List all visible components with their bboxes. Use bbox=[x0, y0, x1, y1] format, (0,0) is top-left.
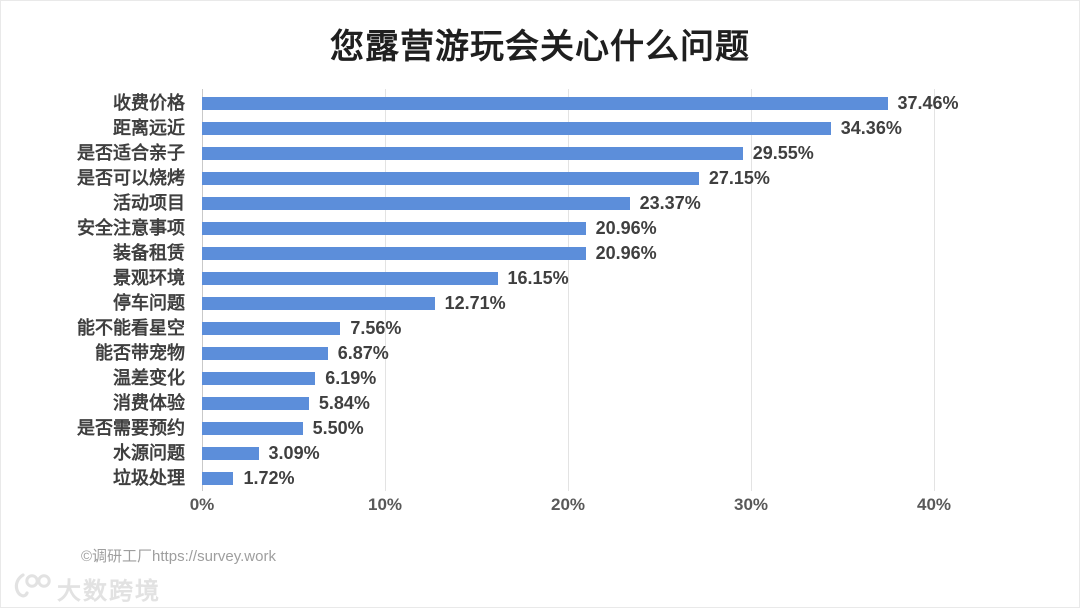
bar-row: 5.84% bbox=[202, 391, 934, 416]
bar-row: 16.15% bbox=[202, 266, 934, 291]
x-axis: 0% 10% 20% 30% 40% bbox=[190, 495, 951, 517]
x-tick-label: 0% bbox=[189, 495, 215, 514]
bar-row: 37.46% bbox=[202, 91, 959, 116]
category-axis: 收费价格 距离远近 是否适合亲子 是否可以烧烤 活动项目 安全注意事项 装备租赁… bbox=[1, 91, 194, 491]
category-label: 是否适合亲子 bbox=[77, 143, 185, 163]
bar bbox=[202, 347, 328, 360]
category-label: 垃圾处理 bbox=[113, 468, 185, 488]
category-label: 能否带宠物 bbox=[95, 343, 185, 363]
bar-row: 23.37% bbox=[202, 191, 934, 216]
bar-row: 6.19% bbox=[202, 366, 934, 391]
value-label: 20.96% bbox=[595, 218, 657, 238]
category-label: 停车问题 bbox=[113, 293, 185, 313]
category-label: 是否需要预约 bbox=[77, 418, 185, 438]
value-label: 16.15% bbox=[507, 268, 569, 288]
bar bbox=[202, 397, 309, 410]
bar-row: 3.09% bbox=[202, 441, 934, 466]
x-tick-label: 20% bbox=[550, 495, 586, 514]
value-label: 5.84% bbox=[318, 393, 370, 413]
x-tick-label: 40% bbox=[916, 495, 952, 514]
bar-row: 1.72% bbox=[202, 466, 934, 491]
watermark-text: 大数跨境 bbox=[57, 578, 161, 605]
gridline bbox=[385, 89, 386, 491]
value-label: 1.72% bbox=[243, 468, 295, 488]
value-label: 20.96% bbox=[595, 243, 657, 263]
value-label: 6.19% bbox=[325, 368, 377, 388]
value-label: 3.09% bbox=[268, 443, 320, 463]
100-logo-icon bbox=[13, 572, 51, 605]
bar bbox=[202, 322, 341, 335]
value-label: 12.71% bbox=[444, 293, 506, 313]
chart-title: 您露营游玩会关心什么问题 bbox=[330, 28, 750, 66]
value-label: 5.50% bbox=[312, 418, 364, 438]
category-label: 温差变化 bbox=[113, 368, 185, 388]
value-label: 37.46% bbox=[897, 93, 959, 113]
category-label: 消费体验 bbox=[113, 393, 185, 413]
bar-row: 5.50% bbox=[202, 416, 934, 441]
bar bbox=[202, 97, 888, 110]
gridline bbox=[934, 89, 935, 491]
bar bbox=[202, 147, 743, 160]
bar-rows: 37.46% 34.36% 29.55% 27.15% 23.37% 20.96… bbox=[202, 91, 959, 491]
source-credit: ©调研工厂https://survey.work bbox=[81, 548, 276, 565]
y-axis-line bbox=[202, 89, 203, 491]
bar bbox=[202, 247, 586, 260]
bar-row: 29.55% bbox=[202, 141, 934, 166]
value-label: 34.36% bbox=[840, 118, 902, 138]
bar bbox=[202, 197, 630, 210]
x-tick-label: 30% bbox=[733, 495, 769, 514]
value-label: 23.37% bbox=[639, 193, 701, 213]
bar bbox=[202, 297, 435, 310]
bar bbox=[202, 122, 831, 135]
bar-row: 12.71% bbox=[202, 291, 934, 316]
bar bbox=[202, 172, 699, 185]
watermark: 大数跨境 bbox=[13, 571, 161, 606]
category-label: 景观环境 bbox=[113, 268, 185, 288]
bar-row: 20.96% bbox=[202, 241, 934, 266]
gridline bbox=[751, 89, 752, 491]
gridline bbox=[568, 89, 569, 491]
value-label: 27.15% bbox=[708, 168, 770, 188]
x-tick-label: 10% bbox=[367, 495, 403, 514]
value-label: 7.56% bbox=[350, 318, 402, 338]
value-label: 29.55% bbox=[752, 143, 814, 163]
bar-row: 20.96% bbox=[202, 216, 934, 241]
category-label: 是否可以烧烤 bbox=[77, 168, 185, 188]
bar bbox=[202, 447, 259, 460]
bar-row: 34.36% bbox=[202, 116, 934, 141]
bar-row: 7.56% bbox=[202, 316, 934, 341]
category-label: 安全注意事项 bbox=[77, 218, 185, 238]
bar bbox=[202, 272, 498, 285]
bar bbox=[202, 222, 586, 235]
category-label: 装备租赁 bbox=[113, 243, 185, 263]
category-label: 能不能看星空 bbox=[77, 318, 185, 338]
category-label: 距离远近 bbox=[113, 118, 185, 138]
value-label: 6.87% bbox=[337, 343, 389, 363]
plot-area: 37.46% 34.36% 29.55% 27.15% 23.37% 20.96… bbox=[202, 89, 959, 491]
bar bbox=[202, 422, 303, 435]
category-label: 收费价格 bbox=[113, 93, 185, 113]
category-label: 活动项目 bbox=[113, 193, 185, 213]
bar-row: 27.15% bbox=[202, 166, 934, 191]
bar bbox=[202, 472, 234, 485]
bar-row: 6.87% bbox=[202, 341, 934, 366]
bar bbox=[202, 372, 316, 385]
category-label: 水源问题 bbox=[113, 443, 185, 463]
